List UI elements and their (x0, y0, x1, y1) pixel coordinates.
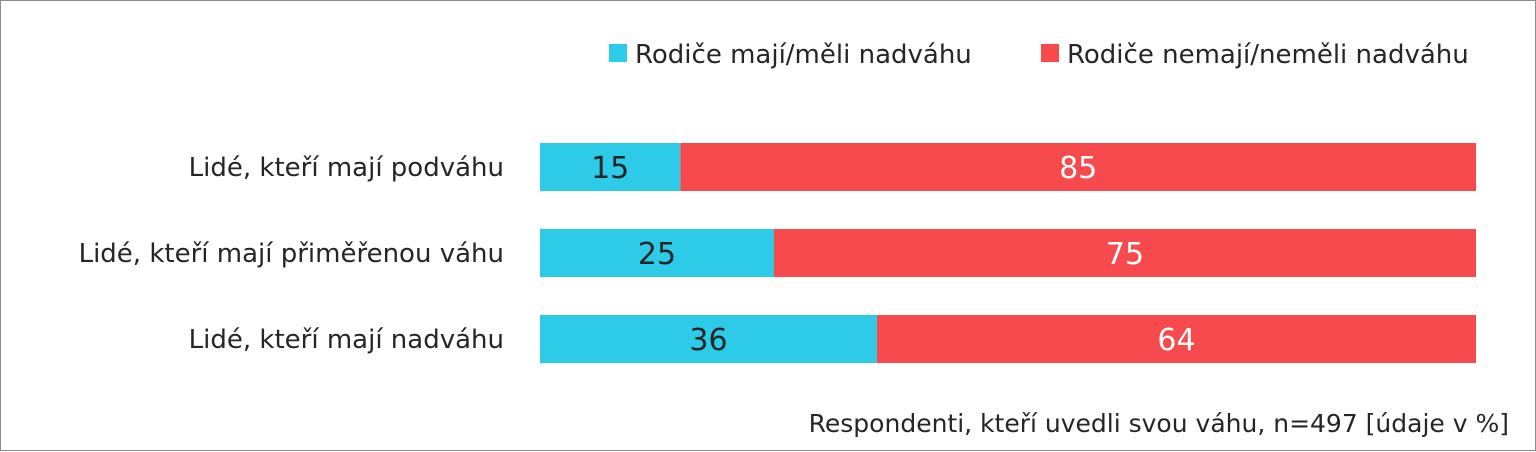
category-label-row3: Lidé, kteří mají nadváhu (189, 325, 504, 355)
data-label-series2-row2: 75 (1106, 237, 1144, 272)
bar-series1-row1 (540, 143, 681, 191)
data-label-series2-row3: 64 (1157, 323, 1195, 358)
plot-area: 15 85 25 75 36 64 (540, 143, 1476, 363)
category-label-row1: Lidé, kteří mají podváhu (189, 153, 504, 183)
data-label-series1-row1: 15 (591, 151, 629, 186)
bar-series2-row3 (876, 315, 1476, 363)
data-label-series1-row3: 36 (689, 323, 727, 358)
category-labels: Lidé, kteří mají podváhu Lidé, kteří mají… (79, 153, 504, 355)
respondents-note: Respondenti, kteří uvedli svou váhu, n=4… (809, 409, 1509, 438)
legend-swatch-series2 (1041, 44, 1059, 62)
legend-swatch-series1 (609, 44, 627, 62)
bar-series2-row2 (774, 229, 1476, 277)
legend-label-series1: Rodiče mají/měli nadváhu (635, 40, 972, 70)
bar-series1-row2 (540, 229, 774, 277)
legend-label-series2: Rodiče nemají/neměli nadváhu (1067, 40, 1469, 70)
bar-series1-row3 (540, 315, 877, 363)
data-label-series2-row1: 85 (1059, 151, 1097, 186)
legend: Rodiče mají/měli nadváhu Rodiče nemají/ne… (609, 40, 1469, 70)
bar-series2-row1 (680, 143, 1476, 191)
data-label-series1-row2: 25 (638, 237, 676, 272)
category-label-row2: Lidé, kteří mají přiměřenou váhu (79, 239, 504, 269)
